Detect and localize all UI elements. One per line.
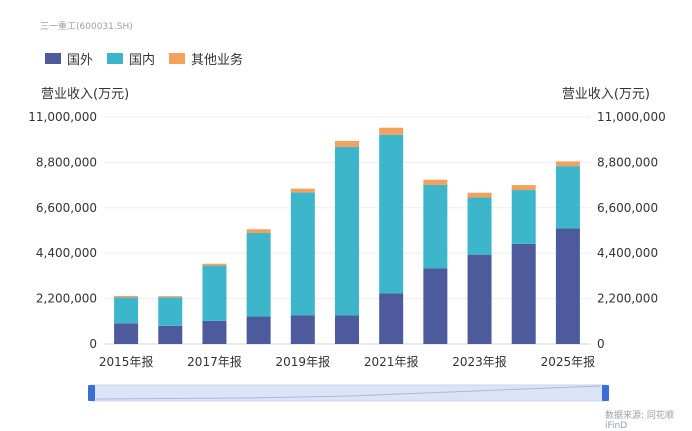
bar-segment-foreign[interactable] <box>335 315 359 344</box>
y-tick-label-right: 6,600,000 <box>597 201 658 215</box>
bar-segment-domestic[interactable] <box>467 197 492 255</box>
x-tick-label: 2017年报 <box>187 354 242 369</box>
legend-label-foreign: 国外 <box>67 53 94 68</box>
y-axis-title-right: 营业收入(万元) <box>562 87 650 102</box>
x-tick-label: 2025年报 <box>541 354 596 369</box>
bar-segment-domestic[interactable] <box>158 297 183 326</box>
bar-segment-foreign[interactable] <box>379 293 404 344</box>
y-tick-label-right: 8,800,000 <box>597 155 658 169</box>
bar-segment-other[interactable] <box>335 140 359 147</box>
bar-segment-domestic[interactable] <box>290 192 315 316</box>
bar-segment-foreign[interactable] <box>511 243 536 344</box>
bar-segment-other[interactable] <box>467 192 492 198</box>
x-tick-label: 2021年报 <box>364 354 419 369</box>
y-axis-title-left: 营业收入(万元) <box>41 87 129 102</box>
legend-swatch-domestic <box>107 53 124 64</box>
x-tick-label: 2015年报 <box>99 354 154 369</box>
legend-label-domestic: 国内 <box>129 53 156 68</box>
y-tick-label-right: 11,000,000 <box>597 110 666 124</box>
legend-label-other: 其他业务 <box>191 53 244 68</box>
chart-legend: 国外 国内 其他业务 <box>45 49 243 68</box>
bar-segment-foreign[interactable] <box>423 268 448 344</box>
bar-segment-foreign[interactable] <box>555 228 580 344</box>
bar-segment-other[interactable] <box>158 296 183 298</box>
legend-swatch-foreign <box>45 53 61 64</box>
bar-segment-other[interactable] <box>114 295 139 298</box>
bar-segment-other[interactable] <box>246 229 271 233</box>
zoom-preview-line <box>95 385 601 400</box>
bar-segment-other[interactable] <box>202 263 227 266</box>
bar-segment-other[interactable] <box>290 188 315 193</box>
zoom-handle-right[interactable] <box>602 385 609 401</box>
y-tick-label-left: 0 <box>89 337 97 351</box>
bar-segment-domestic[interactable] <box>114 297 139 324</box>
bar-segment-foreign[interactable] <box>114 323 139 344</box>
y-tick-label-left: 6,600,000 <box>36 201 97 215</box>
bar-segment-domestic[interactable] <box>511 190 536 244</box>
bar-segment-foreign[interactable] <box>158 325 183 344</box>
y-tick-label-left: 4,400,000 <box>36 246 97 260</box>
bar-segment-foreign[interactable] <box>246 316 271 344</box>
bar-segment-foreign[interactable] <box>202 320 227 344</box>
data-source-note: 数据来源: 同花顺iFinD <box>605 411 674 431</box>
bar-segment-domestic[interactable] <box>379 134 404 294</box>
y-tick-label-left: 8,800,000 <box>36 155 97 169</box>
zoom-scrollbar-selection[interactable] <box>92 385 605 401</box>
bar-segment-other[interactable] <box>423 179 448 185</box>
y-tick-label-right: 0 <box>597 337 605 351</box>
x-tick-label: 2023年报 <box>452 354 507 369</box>
y-tick-label-right: 4,400,000 <box>597 246 658 260</box>
bar-segment-other[interactable] <box>379 127 404 135</box>
zoom-handle-left[interactable] <box>88 385 95 401</box>
x-tick-label: 2019年报 <box>276 354 331 369</box>
legend-swatch-other <box>169 53 186 64</box>
bar-segment-other[interactable] <box>511 185 536 191</box>
y-tick-label-right: 2,200,000 <box>597 292 658 306</box>
bar-segment-domestic[interactable] <box>246 232 271 317</box>
bar-segment-domestic[interactable] <box>335 146 359 316</box>
bar-segment-domestic[interactable] <box>423 184 448 269</box>
bar-segment-other[interactable] <box>555 161 580 167</box>
legend-item-foreign[interactable]: 国外 <box>45 49 93 68</box>
bar-segment-foreign[interactable] <box>467 254 492 344</box>
y-tick-label-left: 11,000,000 <box>28 110 97 124</box>
bar-segment-domestic[interactable] <box>202 265 227 321</box>
bar-segment-domestic[interactable] <box>555 166 580 229</box>
legend-item-domestic[interactable]: 国内 <box>107 49 155 68</box>
legend-item-other[interactable]: 其他业务 <box>169 49 243 68</box>
bar-segment-foreign[interactable] <box>290 315 315 344</box>
y-tick-label-left: 2,200,000 <box>36 292 97 306</box>
chart-subtitle: 三一重工(600031.SH) <box>40 22 133 32</box>
